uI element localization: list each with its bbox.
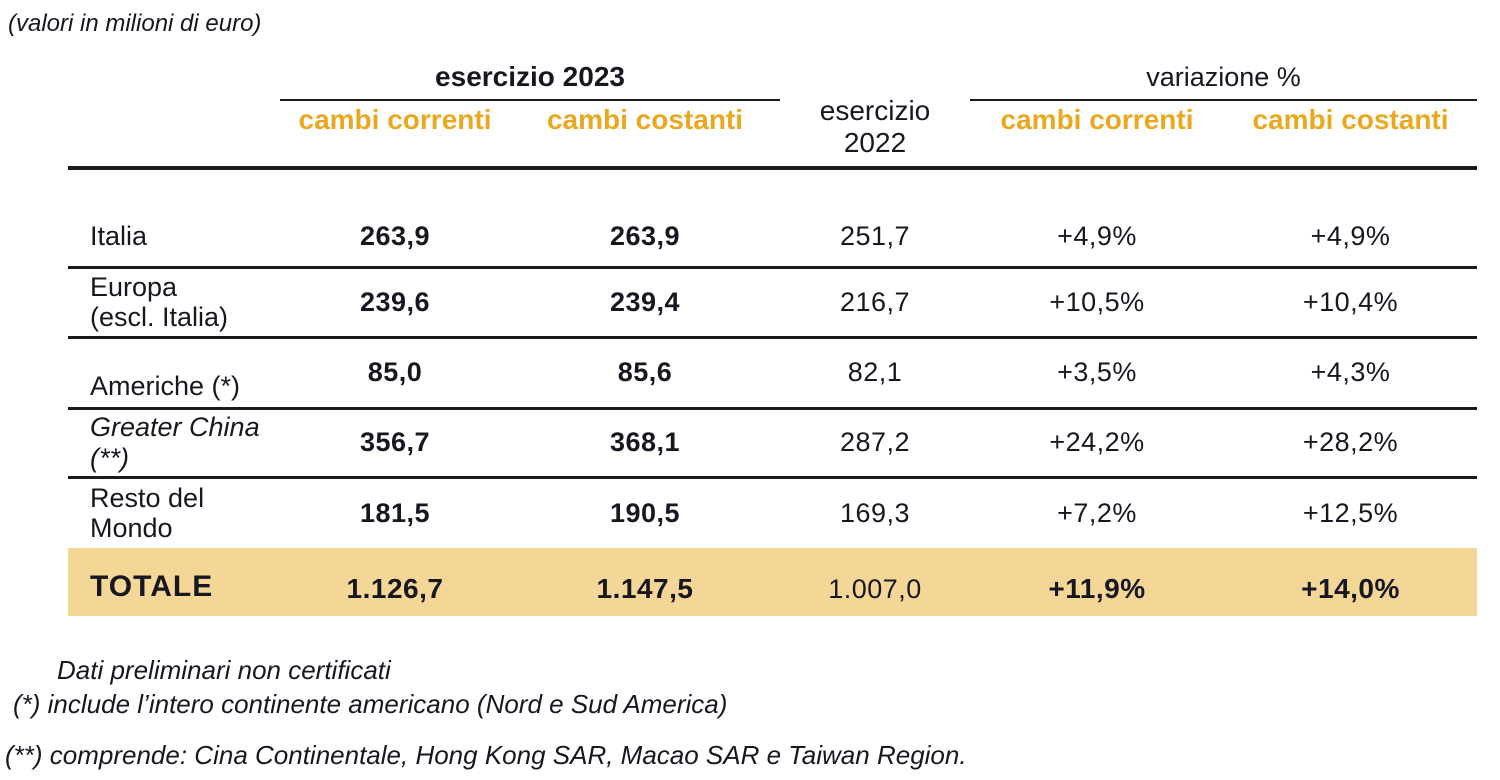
value-var-constant: +12,5% bbox=[1302, 498, 1399, 529]
region-row: Greater China (**) 356,7 368,1 287,2 +24,2% +… bbox=[68, 408, 1478, 479]
value-var-current: +3,5% bbox=[970, 337, 1225, 410]
value-2023-current: 263,9 bbox=[280, 168, 510, 269]
header-group-row: esercizio 2023 esercizio 2022 variazione… bbox=[68, 55, 1478, 170]
region-row: Americhe (*) 85,0 85,6 82,1 +3,5% +4,3% bbox=[68, 337, 1478, 410]
value-var-constant: +4,9% bbox=[1224, 168, 1478, 269]
value-2022: 216,7 bbox=[780, 267, 971, 339]
header-var-cambi-correnti: cambi correnti bbox=[970, 100, 1225, 170]
footnote-preliminary-data: Dati preliminari non certificati bbox=[57, 655, 391, 685]
total-var-current: +11,9% bbox=[970, 548, 1225, 616]
value-2023-current: 181,5 bbox=[359, 498, 431, 529]
header-sub-row: cambi correnti cambi costanti cambi corr… bbox=[68, 100, 1478, 170]
value-var-current: +4,9% bbox=[970, 168, 1225, 269]
value-var-constant: +10,4% bbox=[1224, 267, 1478, 339]
header-var-cambi-costanti: cambi costanti bbox=[1224, 100, 1478, 170]
header-empty-cell bbox=[68, 55, 280, 100]
value-2023-current: 239,6 bbox=[280, 267, 510, 339]
value-var-current: +24,2% bbox=[970, 408, 1225, 479]
value-2023-constant: 239,4 bbox=[510, 267, 781, 339]
unit-note: (valori in milioni di euro) bbox=[8, 10, 262, 37]
total-label: TOTALE bbox=[68, 548, 280, 616]
region-label: Resto del Mondo bbox=[90, 483, 205, 544]
footnote-americas: (*) include l’intero continente american… bbox=[13, 689, 728, 719]
value-var-current: +10,5% bbox=[970, 267, 1225, 339]
value-2023-constant: 85,6 bbox=[510, 337, 781, 410]
revenue-by-region-table: esercizio 2023 esercizio 2022 variazione… bbox=[68, 55, 1478, 616]
header-2023-cambi-costanti: cambi costanti bbox=[510, 100, 781, 170]
header-variazione-pct: variazione % bbox=[970, 55, 1478, 101]
value-var-constant: +4,3% bbox=[1224, 337, 1478, 410]
value-2022: 251,7 bbox=[780, 168, 971, 269]
header-empty-cell bbox=[68, 100, 280, 170]
value-2022: 169,3 bbox=[839, 498, 911, 529]
value-2023-constant: 263,9 bbox=[510, 168, 781, 269]
region-row: Italia 263,9 263,9 251,7 +4,9% +4,9% bbox=[68, 168, 1478, 269]
region-label: Italia bbox=[68, 168, 280, 269]
total-2023-current: 1.126,7 bbox=[280, 548, 510, 616]
total-row: TOTALE 1.126,7 1.147,5 1.007,0 +11,9% +1… bbox=[68, 548, 1478, 616]
total-2022: 1.007,0 bbox=[780, 548, 971, 616]
region-label: Americhe (*) bbox=[68, 337, 280, 410]
region-row: Europa (escl. Italia) 239,6 239,4 216,7 +10,… bbox=[68, 267, 1478, 339]
header-esercizio-2022: esercizio 2022 bbox=[780, 55, 971, 170]
region-label: Europa (escl. Italia) bbox=[68, 267, 280, 339]
value-2023-constant: 368,1 bbox=[510, 408, 781, 479]
region-label: Greater China (**) bbox=[68, 408, 280, 479]
footnote-greater-china: (**) comprende: Cina Continentale, Hong … bbox=[5, 740, 967, 770]
value-2022: 287,2 bbox=[780, 408, 971, 479]
header-2023-cambi-correnti: cambi correnti bbox=[280, 100, 510, 170]
value-var-constant: +28,2% bbox=[1224, 408, 1478, 479]
value-2023-constant: 190,5 bbox=[609, 498, 681, 529]
header-esercizio-2023: esercizio 2023 bbox=[280, 55, 781, 101]
total-var-constant: +14,0% bbox=[1224, 548, 1478, 616]
value-var-current: +7,2% bbox=[1057, 498, 1137, 529]
value-2022: 82,1 bbox=[780, 337, 971, 410]
value-2023-current: 356,7 bbox=[280, 408, 510, 479]
region-row: Resto del Mondo 181,5 190,5 169,3 +7,2% +12,5… bbox=[68, 477, 1477, 548]
value-2023-current: 85,0 bbox=[280, 337, 510, 410]
total-2023-constant: 1.147,5 bbox=[510, 548, 781, 616]
